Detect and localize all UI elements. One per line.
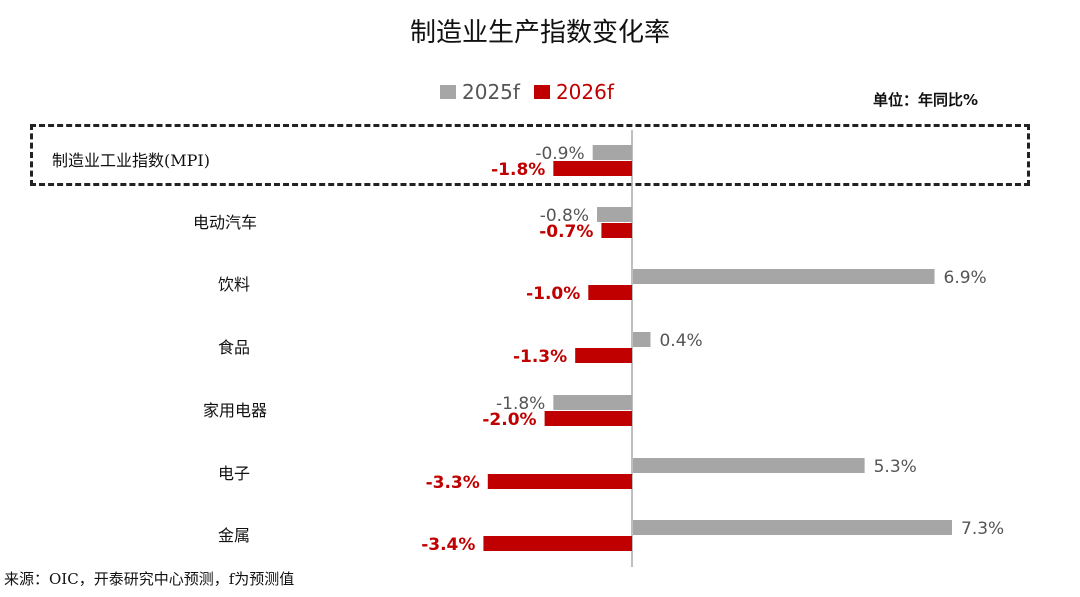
value-label-2026f: -1.8% (491, 160, 545, 180)
value-label-2025f: 7.3% (961, 519, 1004, 539)
unit-label: 单位：年同比% (873, 91, 979, 109)
bar-2026f (483, 536, 632, 551)
bar-2025f (633, 458, 865, 473)
value-label-2025f: 0.4% (659, 331, 702, 351)
value-label-2026f: -1.3% (513, 347, 567, 367)
category-label: 食品 (218, 338, 250, 357)
value-label-2025f: -0.9% (535, 144, 584, 164)
value-label-2026f: -2.0% (482, 410, 536, 430)
legend-label-2026: 2026f (555, 80, 614, 104)
bar-2026f (487, 474, 632, 489)
value-label-2025f: -1.8% (496, 394, 545, 414)
value-label-2025f: -0.8% (540, 206, 589, 226)
bar-2026f (553, 161, 632, 176)
bar-2026f (575, 348, 632, 363)
bar-2026f (588, 285, 632, 300)
category-label: 电动汽车 (193, 213, 257, 232)
legend-swatch-2026 (533, 85, 550, 99)
value-label-2025f: 6.9% (944, 268, 987, 288)
legend-label-2025: 2025f (462, 80, 520, 104)
category-label: 金属 (218, 526, 250, 545)
value-label-2026f: -3.4% (421, 535, 475, 555)
value-label-2025f: 5.3% (874, 457, 917, 477)
bar-2025f (597, 207, 632, 222)
bar-2026f (601, 223, 632, 238)
highlight-box-mpi (30, 124, 1030, 186)
category-label: 饮料 (218, 275, 250, 294)
value-label-2026f: -3.3% (426, 473, 480, 493)
source-note: 来源：OIC，开泰研究中心预测，f为预测值 (4, 570, 295, 588)
value-label-2026f: -0.7% (539, 222, 593, 242)
bar-2025f (553, 395, 632, 410)
category-label: 电子 (218, 464, 250, 483)
chart-title: 制造业生产指数变化率 (409, 18, 670, 48)
bar-2025f (592, 145, 632, 160)
bar-2025f (633, 332, 651, 347)
bar-2025f (633, 520, 953, 535)
category-label: 制造业工业指数(MPI) (52, 151, 210, 170)
legend-swatch-2025 (440, 85, 456, 99)
bar-2026f (544, 411, 632, 426)
category-label: 家用电器 (203, 401, 267, 420)
value-label-2026f: -1.0% (526, 284, 580, 304)
bar-2025f (633, 269, 935, 284)
legend: 2025f 2026f (440, 80, 628, 104)
